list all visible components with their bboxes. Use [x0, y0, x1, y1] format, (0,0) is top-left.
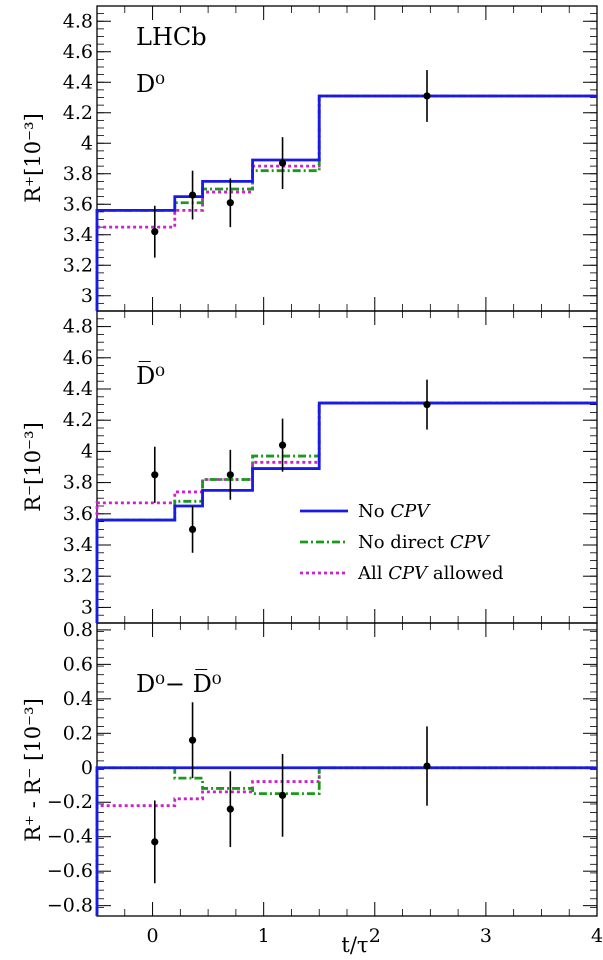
- data-point: [188, 191, 197, 199]
- data-point: [278, 441, 287, 449]
- data-point: [278, 791, 287, 799]
- data-point: [188, 736, 197, 744]
- data-point: [188, 525, 197, 534]
- data-point: [151, 838, 159, 846]
- x-axis-title: t/τ: [341, 933, 368, 957]
- data-point: [423, 762, 431, 770]
- y-tick-label: −0.8: [47, 895, 93, 917]
- y-tick-label: 0.4: [63, 688, 93, 710]
- x-tick-label: 3: [480, 925, 492, 947]
- y-tick-label: 3.6: [63, 193, 93, 215]
- y-tick-label: 4.6: [63, 347, 93, 369]
- x-tick-label: 1: [258, 925, 270, 947]
- y-tick-label: 3: [81, 285, 93, 307]
- panel-frame-middle: [96, 310, 598, 624]
- y-tick-label: −0.4: [47, 826, 93, 848]
- data-point: [423, 401, 431, 409]
- y-tick-label: 0: [81, 757, 93, 779]
- data-point: [226, 805, 234, 813]
- y-tick-label: 3.2: [63, 565, 93, 587]
- x-axis: 0 1 2 3 4: [147, 925, 603, 947]
- y-tick-label: 4: [81, 132, 93, 154]
- y-tick-label: 0.2: [63, 722, 93, 744]
- x-tick-label: 2: [369, 925, 381, 947]
- x-tick-label: 0: [147, 925, 159, 947]
- y-tick-label: 3: [81, 596, 93, 618]
- y-tick-label: 4.2: [63, 409, 93, 431]
- x-tick-label: 4: [591, 925, 603, 947]
- legend-label-all_cpv: All CPV allowed: [357, 563, 504, 584]
- series-line-no_cpv: [95, 766, 597, 916]
- y-axis-title-middle: R⁻[10⁻³]: [21, 422, 45, 512]
- y-tick-label: 0.6: [63, 653, 93, 675]
- panel-top: 3 3.2 3.4 3.6 3.8 4 4.2 4.4 4.6 4.8: [63, 5, 598, 312]
- series-line-all_cpv: [95, 94, 597, 311]
- data-point: [226, 471, 234, 479]
- y-tick-label: −0.2: [47, 791, 93, 813]
- series-line-no_direct: [95, 94, 597, 311]
- y-tick-label: 4.2: [63, 102, 93, 124]
- data-point: [151, 228, 159, 236]
- y-axis-title-top: R⁺[10⁻³]: [21, 113, 45, 203]
- y-tick-label: 3.4: [63, 534, 93, 556]
- y-tick-label: 4.4: [63, 378, 93, 400]
- data-point: [151, 471, 159, 479]
- panel-bottom: −0.8 −0.6 −0.4 −0.2 0 0.2 0.4 0.6 0.8: [47, 619, 598, 917]
- panel-label-top: D⁰: [136, 70, 165, 98]
- y-tick-label: 0.8: [63, 619, 93, 641]
- panel-frame-bottom: [96, 622, 598, 917]
- series-line-no_cpv: [95, 94, 597, 311]
- legend: No CPV No direct CPV All CPV allowed: [300, 501, 504, 584]
- y-tick-label: 3.6: [63, 503, 93, 525]
- panel-frame-top: [96, 5, 598, 312]
- y-tick-label: 3.8: [63, 472, 93, 494]
- y-tick-label: 3.8: [63, 163, 93, 185]
- y-axis-title-bottom: R⁺ - R⁻ [10⁻³]: [21, 698, 45, 842]
- series-line-all_cpv: [95, 766, 597, 916]
- y-tick-label: 4.8: [63, 10, 93, 32]
- y-tick-label: 4.8: [63, 316, 93, 338]
- data-point: [423, 92, 431, 100]
- panel-label-bottom: D⁰− D̅⁰: [136, 670, 221, 698]
- panel-label-middle: D̅⁰: [136, 362, 165, 390]
- series-line-all_cpv: [95, 401, 597, 623]
- panel-middle: 3 3.2 3.4 3.6 3.8 4 4.2 4.4 4.6 4.8: [63, 310, 598, 624]
- y-tick-label: 4.4: [63, 71, 93, 93]
- y-tick-label: 4.6: [63, 41, 93, 63]
- series-line-no_direct: [95, 401, 597, 623]
- series-line-no_direct: [95, 766, 597, 916]
- experiment-label: LHCb: [136, 23, 207, 51]
- y-tick-label: 3.4: [63, 224, 93, 246]
- y-tick-label: −0.6: [47, 860, 93, 882]
- legend-label-no_cpv: No CPV: [358, 501, 431, 522]
- y-tick-label: 3.2: [63, 254, 93, 276]
- y-tick-label: 4: [81, 440, 93, 462]
- data-point: [278, 159, 287, 167]
- legend-label-no_direct: No direct CPV: [358, 532, 491, 553]
- series-line-no_cpv: [95, 401, 597, 623]
- data-point: [226, 199, 234, 207]
